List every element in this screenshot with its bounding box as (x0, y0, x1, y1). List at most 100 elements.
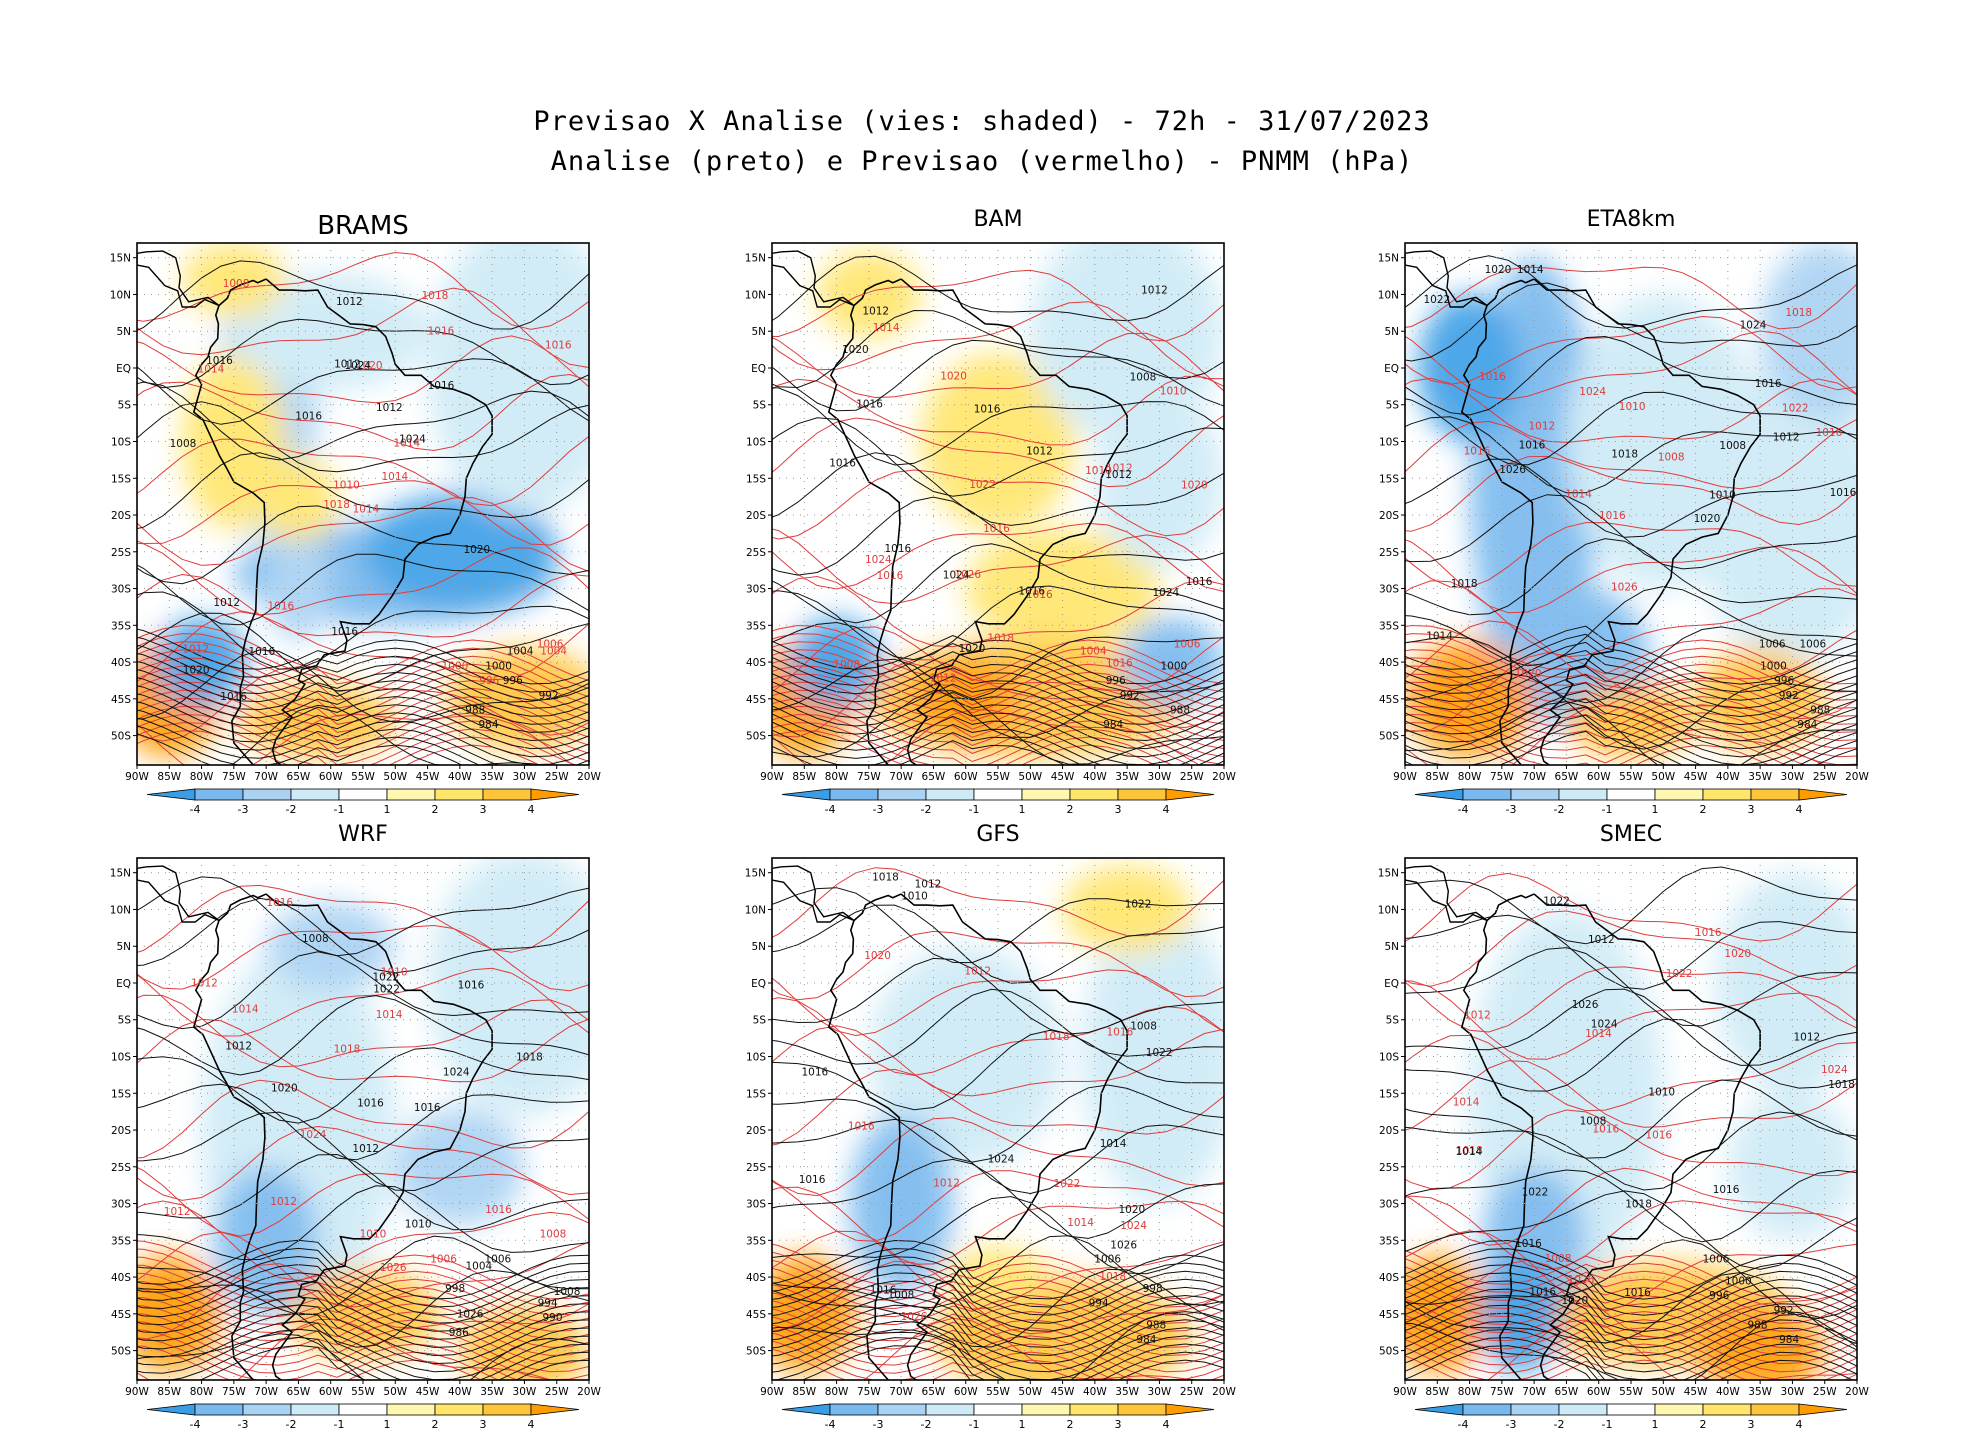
colorbar-segment (1069, 788, 1119, 801)
contour-label: 1006 (1703, 1253, 1730, 1265)
contour-label: 1008 (223, 278, 250, 290)
colorbar-label: 3 (480, 1418, 487, 1431)
lat-tick-label: 10S (111, 437, 131, 449)
contour-label: 998 (445, 1283, 465, 1295)
lat-tick-label: 10N (110, 289, 131, 301)
central-america-coastline (1405, 250, 1488, 308)
lon-tick-label: 55W (986, 1386, 1010, 1398)
colorbar-label: -3 (1506, 1418, 1517, 1431)
colorbar-label: -3 (238, 803, 249, 816)
lat-tick-label: 40S (111, 657, 131, 669)
lon-tick-label: 45W (416, 1386, 440, 1398)
lon-tick-label: 85W (1425, 1386, 1449, 1398)
contour-label: 1014 (1426, 630, 1453, 642)
contour-label: 1024 (344, 360, 371, 372)
lat-tick-label: 5N (751, 941, 766, 953)
lon-tick-label: 40W (448, 1386, 472, 1398)
map-svg: 1014 1012 1018 1016 1012 1010 1006 1024 1026 1016… (110, 857, 601, 1431)
contour-label: 1016 (1519, 440, 1546, 452)
south-america-coastline (827, 278, 1128, 765)
central-america-coastline (137, 865, 220, 923)
colorbar-label: 3 (1748, 1418, 1755, 1431)
map-svg: 1010101610121016101810201022102410261020… (745, 242, 1236, 816)
lon-tick-label: 60W (954, 771, 978, 783)
lon-tick-label: 35W (1115, 1386, 1139, 1398)
colorbar-label: 2 (1067, 803, 1074, 816)
contour-label: 1014 (1100, 1138, 1127, 1150)
lat-tick-label: 50S (111, 1346, 131, 1358)
lon-tick-label: 50W (383, 771, 407, 783)
lon-tick-label: 40W (1716, 1386, 1740, 1398)
contour-label: 1026 (901, 1311, 928, 1323)
panel-title: ETA8km (1586, 207, 1676, 232)
colorbar-segment (829, 788, 879, 801)
lat-tick-label: 10S (1379, 437, 1399, 449)
contour-label: 1012 (352, 1143, 379, 1155)
lat-tick-label: 5N (751, 326, 766, 338)
colorbar-label: -4 (825, 803, 836, 816)
contour-label: 1010 (1648, 1087, 1675, 1099)
lon-tick-label: 75W (222, 771, 246, 783)
contour-label: 1020 (464, 544, 491, 556)
contour-label: 1006 (537, 638, 564, 650)
lat-tick-label: 15N (745, 868, 766, 880)
colorbar-segment (925, 788, 975, 801)
contour-label: 1026 (1572, 999, 1599, 1011)
lat-tick-label: 10N (745, 904, 766, 916)
lat-tick-label: 45S (1379, 694, 1399, 706)
contour-label: 1016 (1479, 371, 1506, 383)
contour-label: 1014 (232, 1004, 259, 1016)
bias-region (1760, 243, 1857, 420)
contour-label: 1010 (381, 967, 408, 979)
contour-label: 1016 (829, 458, 856, 470)
lat-tick-label: 25S (111, 1162, 131, 1174)
map-content: 1014101410101012101410161018102010161014… (137, 243, 589, 765)
lat-tick-label: 15S (1379, 1088, 1399, 1100)
lat-tick-label: 30S (111, 1199, 131, 1211)
bias-region (920, 353, 1076, 530)
lon-tick-label: 25W (545, 1386, 569, 1398)
colorbar-label: -3 (1506, 803, 1517, 816)
contour-label: 1016 (983, 523, 1010, 535)
lat-tick-label: 35S (746, 620, 766, 632)
lat-tick-label: EQ (116, 363, 131, 375)
contour-label: 1020 (842, 344, 869, 356)
lon-tick-label: 30W (1148, 771, 1172, 783)
contour-label: 1008 (1658, 452, 1685, 464)
colorbar-label: 2 (1700, 803, 1707, 816)
lon-tick-label: 40W (1716, 771, 1740, 783)
contour-label: 1004 (1080, 646, 1107, 658)
contour-label: 1022 (373, 984, 400, 996)
contour-label: 1008 (1130, 1021, 1157, 1033)
lon-tick-label: 30W (1148, 1386, 1172, 1398)
contour-label: 1018 (1828, 1079, 1855, 1091)
colorbar-label: -3 (238, 1418, 249, 1431)
colorbar-segment (1750, 788, 1800, 801)
lat-tick-label: 50S (1379, 1346, 1399, 1358)
contour-label: 1022 (1054, 1178, 1081, 1190)
grid-lines (1405, 243, 1857, 765)
contour-label: 1012 (213, 597, 240, 609)
lon-tick-label: 65W (1555, 771, 1579, 783)
axes: 15N 10N 5N EQ 5S 10S 15S 20S 25S 30S 35S 40S 45S 50S 9… (1378, 253, 1870, 783)
colorbar-label: -4 (825, 1418, 836, 1431)
lon-tick-label: 35W (1748, 771, 1772, 783)
lat-tick-label: 15S (1379, 473, 1399, 485)
lat-tick-label: 20S (111, 510, 131, 522)
lon-tick-label: 85W (1425, 771, 1449, 783)
lon-tick-label: 55W (351, 1386, 375, 1398)
lat-tick-label: 15N (110, 868, 131, 880)
contour-label: 1024 (1120, 1220, 1147, 1232)
contour-label: 1024 (988, 1154, 1015, 1166)
lon-tick-label: 85W (792, 1386, 816, 1398)
contour-label: 1016 (206, 355, 233, 367)
colorbar-segment (1702, 1403, 1752, 1416)
contour-label: 1018 (1785, 307, 1812, 319)
lon-tick-label: 35W (1748, 1386, 1772, 1398)
contour-label: 1022 (1782, 402, 1809, 414)
lat-tick-label: 5N (116, 941, 131, 953)
central-america-coastline (772, 250, 855, 308)
lon-tick-label: 65W (922, 1386, 946, 1398)
lat-tick-label: 10S (1379, 1052, 1399, 1064)
contour-label: 1016 (1186, 576, 1213, 588)
